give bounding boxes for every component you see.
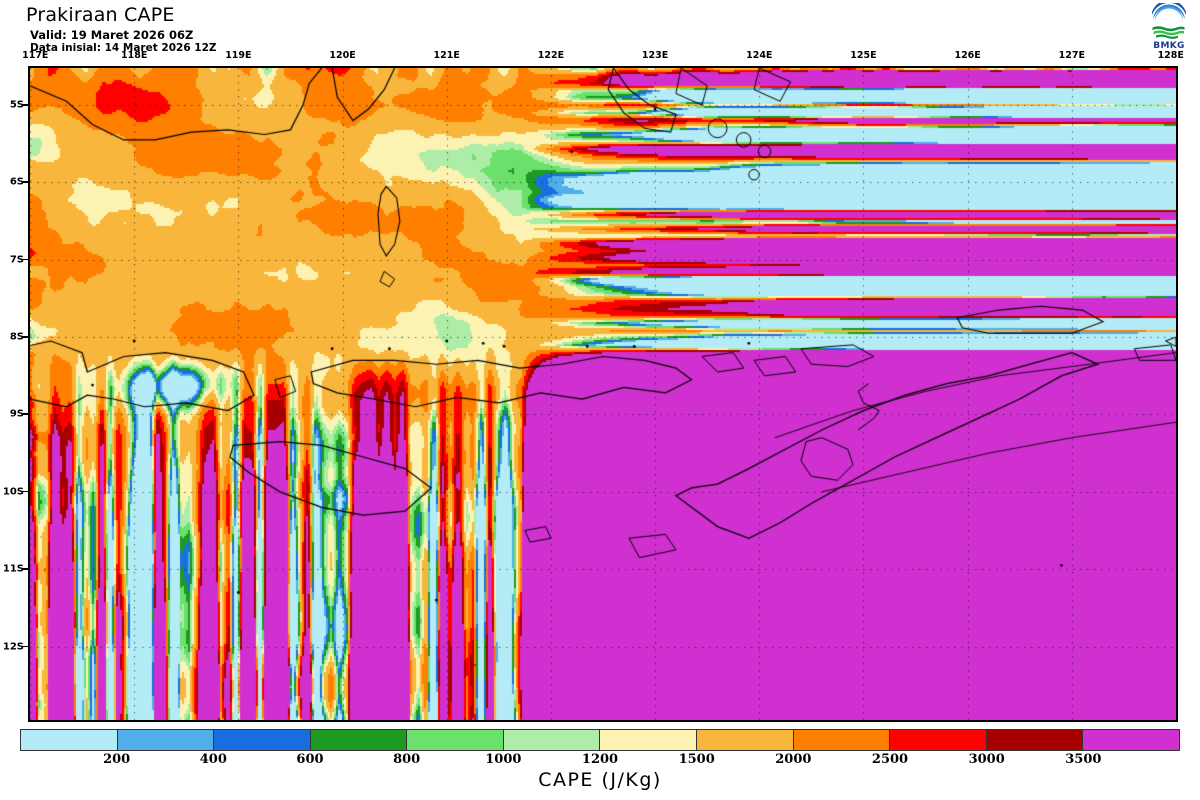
lon-tick-123E: 123E [641,50,669,61]
colorbar-segment-800-1000[interactable] [407,730,504,750]
colorbar-segment-1200-1500[interactable] [600,730,698,750]
colorbar-tick-1000: 1000 [485,752,522,767]
lon-tick-118E: 118E [121,50,148,61]
lon-tick-121E: 121E [433,50,460,61]
colorbar-tick-400: 400 [199,752,227,767]
lat-tickmark [23,258,29,261]
colorbar-segment-200-400[interactable] [117,730,215,750]
colorbar-title: CAPE (J/Kg) [538,769,662,791]
lon-tick-119E: 119E [225,50,252,61]
colorbar-segment-3000-3500[interactable] [986,730,1084,750]
colorbar-segment-2000-2500[interactable] [793,730,891,750]
lon-tick-120E: 120E [329,50,356,61]
lon-tick-127E: 127E [1058,50,1085,61]
colorbar-tick-1200: 1200 [581,752,619,767]
lat-tickmark [23,181,29,183]
lat-tick-6S: 6S [9,176,24,188]
lat-tickmark [23,568,29,570]
lon-tick-128E: 128E [1157,50,1184,61]
colorbar-tick-1500: 1500 [678,752,715,767]
initial-data-label: Data inisial: 14 Maret 2026 12Z [30,42,217,54]
lat-tickmark [23,104,29,106]
lon-tick-126E: 126E [954,50,981,61]
colorbar-tick-600: 600 [296,752,324,767]
lon-tick-124E: 124E [746,50,773,61]
colorbar-segment->3500[interactable] [1083,730,1179,750]
lat-tickmark [23,490,29,493]
lon-tick-125E: 125E [850,50,877,61]
lon-tick-117E: 117E [22,50,49,61]
lat-tick-7S: 7S [9,254,24,266]
page-title: Prakiraan CAPE [26,4,175,26]
cape-map-plot[interactable]: Sumber Data: WRF - CIPS BMKG Pusat Meteo… [28,66,1178,722]
header: Prakiraan CAPE Valid: 19 Maret 2026 06Z … [0,0,1200,60]
colorbar-segment-1500-2000[interactable] [697,730,794,750]
valid-time-label: Valid: 19 Maret 2026 06Z [30,28,194,42]
bmkg-logo: BMKG [1146,3,1192,55]
colorbar-tick-2500: 2500 [871,752,909,767]
lat-tickmark [23,336,29,338]
colorbar-tick-800: 800 [393,752,421,767]
cape-contour-field [30,68,1176,720]
colorbar-tick-2000: 2000 [775,752,812,767]
lon-tick-122E: 122E [537,50,565,61]
colorbar-segment-400-600[interactable] [214,730,311,750]
lat-tick-9S: 9S [9,408,24,420]
bmkg-logo-label: BMKG [1153,41,1185,51]
colorbar-segment-600-800[interactable] [310,730,408,750]
lat-tick-8S: 8S [9,331,24,343]
lat-tickmark [23,413,29,415]
colorbar-tick-3500: 3500 [1065,752,1102,767]
lat-tick-5S: 5S [9,99,24,111]
lat-tickmark [23,645,29,648]
colorbar-tick-3000: 3000 [968,752,1005,767]
colorbar-segment-2500-3000[interactable] [890,730,987,750]
colorbar-segment-0-200[interactable] [21,730,118,750]
colorbar-segment-1000-1200[interactable] [503,730,601,750]
lat-tick-12S: 12S [2,641,24,653]
lat-tick-10S: 10S [2,486,24,498]
cape-colorbar[interactable] [20,729,1180,751]
colorbar-tick-200: 200 [103,752,131,767]
lat-tick-11S: 11S [2,563,24,575]
bmkg-emblem-icon [1152,3,1186,39]
